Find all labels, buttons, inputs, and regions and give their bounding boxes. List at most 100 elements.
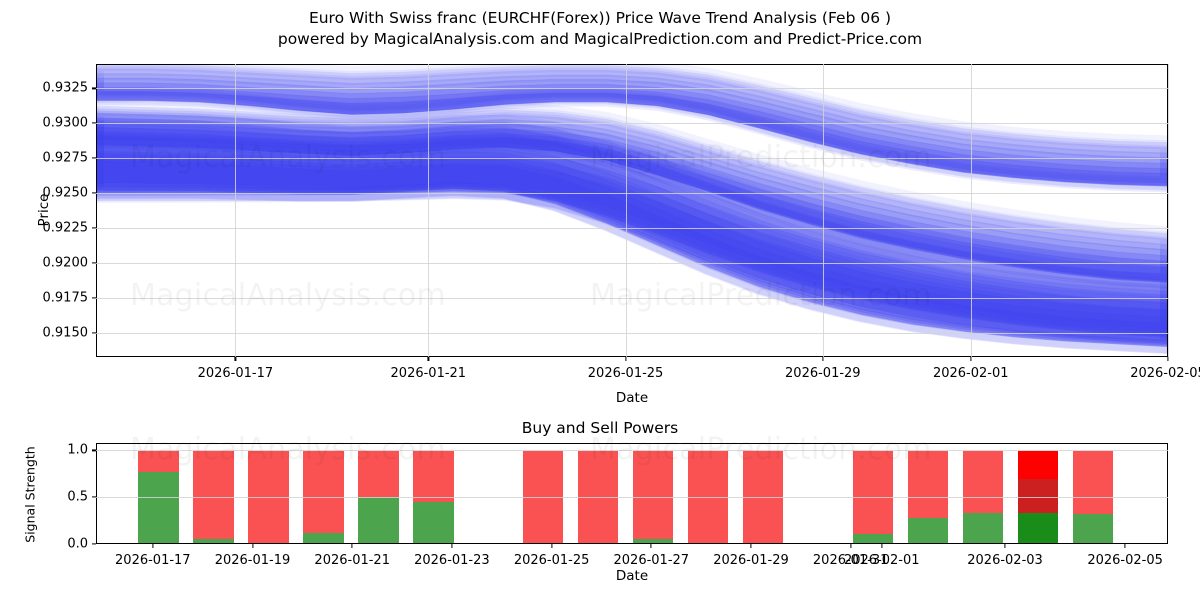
price-x-tick-label: 2026-01-29 (785, 366, 861, 381)
price-y-tick-mark (92, 297, 96, 299)
power-bar[interactable] (1017, 451, 1059, 543)
power-x-tick-mark (251, 544, 254, 548)
price-wave-band (97, 131, 1167, 283)
price-y-tick-mark (92, 192, 96, 194)
price-wave-band (97, 135, 1167, 281)
power-bar[interactable] (907, 451, 949, 543)
price-gridline-v (822, 64, 824, 357)
power-bar[interactable] (852, 451, 894, 543)
price-chart-plot-area (96, 64, 1168, 357)
power-bar-buy-segment (907, 518, 949, 543)
power-x-tick-label: 2026-01-17 (115, 553, 191, 568)
price-wave-band (97, 124, 1167, 355)
power-bar[interactable] (522, 451, 564, 543)
price-y-tick-mark (92, 87, 96, 89)
power-x-tick-label: 2026-01-29 (713, 553, 789, 568)
power-x-tick-mark (351, 544, 353, 548)
price-gridline-v (970, 64, 972, 357)
power-bar[interactable] (248, 451, 289, 543)
price-gridline-h (96, 193, 1168, 195)
price-gridline-v (235, 64, 237, 357)
price-x-tick-mark (624, 357, 627, 361)
page-title: Euro With Swiss franc (EURCHF(Forex)) Pr… (0, 8, 1200, 50)
price-y-tick-mark (92, 262, 96, 264)
price-y-tick-label: 0.9225 (42, 220, 89, 236)
power-x-tick-label: 2026-01-23 (414, 553, 490, 568)
power-x-axis-label: Date (615, 568, 649, 584)
price-x-tick-label: 2026-01-25 (587, 366, 664, 381)
power-bar-sell-segment (413, 451, 454, 502)
price-wave-band (97, 134, 1167, 337)
power-bar[interactable] (193, 451, 234, 543)
power-bar-sell-segment (632, 451, 674, 540)
power-bar-sell-segment (1072, 451, 1114, 514)
power-bar[interactable] (742, 451, 784, 543)
power-x-tick-label: 2026-02-05 (1087, 553, 1163, 568)
power-x-tick-label: 2026-01-21 (314, 553, 390, 568)
price-wave-band (97, 158, 1167, 330)
price-gridline-v (1168, 64, 1169, 357)
price-y-tick-label: 0.9150 (42, 325, 89, 341)
power-chart-plot-area (96, 443, 1168, 544)
price-wave-band (97, 120, 1167, 345)
power-bar[interactable] (1072, 451, 1114, 543)
power-bar[interactable] (687, 451, 729, 543)
price-gridline-v (428, 64, 430, 357)
power-bar[interactable] (413, 451, 454, 543)
price-wave-band (97, 137, 1167, 348)
price-y-tick-mark (92, 227, 96, 229)
power-bar[interactable] (632, 451, 674, 543)
price-x-tick-mark (1167, 357, 1169, 361)
power-bar[interactable] (577, 451, 619, 543)
power-bar[interactable] (138, 451, 179, 543)
power-bar-sell-segment (852, 451, 894, 534)
power-x-tick-label: 2026-01-25 (513, 553, 590, 568)
price-wave-band (97, 113, 1167, 344)
power-bar-sell-segment (577, 451, 619, 543)
price-wave-band (97, 142, 1167, 335)
price-gridline-h (96, 227, 1168, 229)
power-x-tick-mark (650, 544, 652, 548)
price-wave-band (97, 117, 1167, 354)
price-wave-band (97, 87, 1167, 187)
price-y-tick-label: 0.9275 (42, 150, 89, 166)
power-chart-title: Buy and Sell Powers (521, 419, 679, 437)
price-wave-band (97, 101, 1167, 288)
power-bar[interactable] (303, 451, 344, 543)
power-bar-sell-segment (687, 451, 729, 543)
power-bar[interactable] (962, 451, 1004, 543)
power-bar[interactable] (358, 451, 399, 543)
price-wave-band (97, 126, 1167, 283)
power-y-tick-mark (92, 449, 96, 452)
price-x-tick-mark (234, 357, 236, 361)
power-bar-sell-segment (1017, 451, 1059, 513)
price-y-tick-label: 0.9175 (42, 290, 89, 306)
power-bar-buy-segment (193, 539, 234, 543)
power-y-tick-label: 1.0 (67, 442, 88, 458)
price-x-tick-label: 2026-02-05 (1130, 366, 1200, 381)
price-wave-band (97, 150, 1167, 333)
power-bar-buy-segment (632, 539, 674, 543)
price-y-tick-label: 0.9325 (42, 80, 89, 96)
power-gridline-h (96, 450, 1168, 452)
price-x-tick-label: 2026-02-01 (932, 366, 1009, 381)
price-gridline-h (96, 88, 1168, 90)
price-wave-band (97, 66, 1167, 193)
price-wave-band (97, 121, 1167, 284)
power-x-tick-label: 2026-02-03 (967, 553, 1043, 568)
price-wave-band (97, 160, 1167, 342)
price-y-tick-mark (92, 331, 96, 334)
power-y-tick-mark (92, 543, 96, 545)
power-bar-buy-segment (413, 501, 454, 543)
power-x-tick-mark (850, 544, 852, 548)
price-wave-band (97, 82, 1167, 187)
power-x-tick-label: 2026-01-31 (812, 553, 889, 568)
price-wave-band (97, 110, 1167, 354)
price-x-axis-label: Date (615, 390, 649, 406)
price-gridline-h (96, 123, 1168, 125)
price-gridline-h (96, 297, 1168, 299)
power-bar-sell-segment (962, 451, 1004, 513)
price-y-tick-mark (92, 157, 96, 159)
power-x-tick-mark (152, 544, 154, 548)
